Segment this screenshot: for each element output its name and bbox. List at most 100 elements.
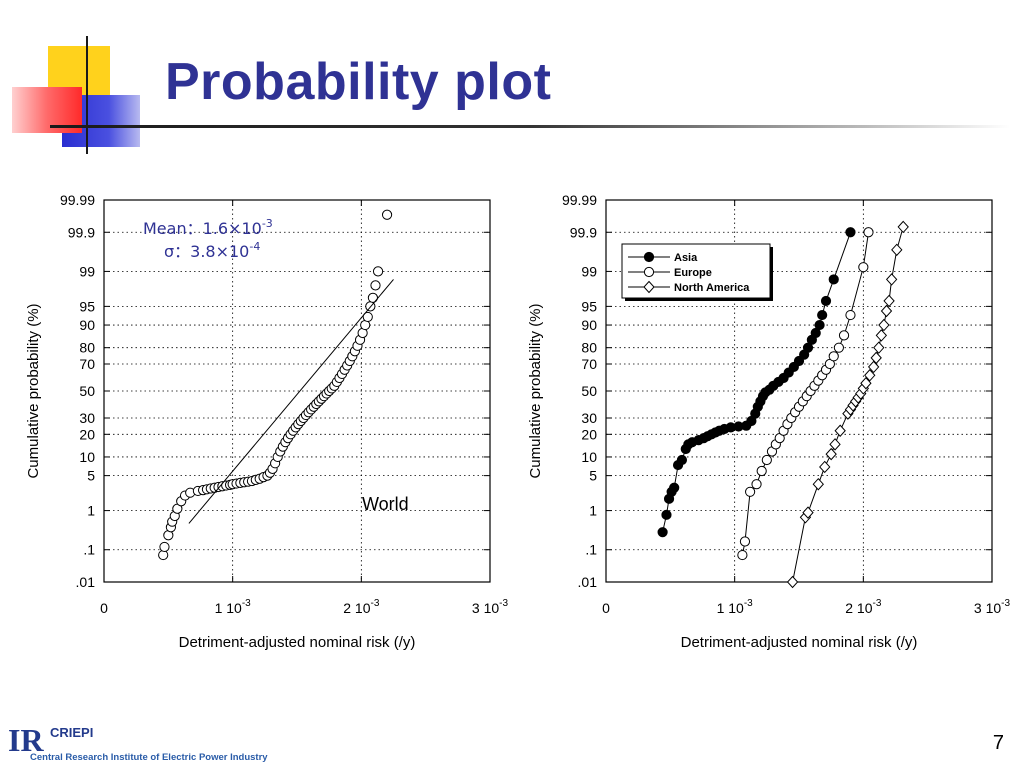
north-america-point bbox=[885, 273, 898, 286]
europe-point bbox=[828, 351, 839, 362]
north-america-point bbox=[880, 304, 893, 318]
north-america-point bbox=[867, 360, 880, 374]
north-america-point bbox=[802, 506, 814, 519]
logo-organization-name: Central Research Institute of Electric P… bbox=[30, 752, 268, 763]
y-tick-label: 90 bbox=[581, 317, 597, 333]
slide-title: Probability plot bbox=[165, 53, 552, 111]
north-america-point bbox=[891, 243, 903, 257]
decor-vertical-line bbox=[86, 36, 88, 154]
series-2-line bbox=[188, 279, 394, 524]
y-tick-label: .1 bbox=[585, 542, 597, 558]
europe-point bbox=[845, 309, 856, 321]
y-tick-label: 5 bbox=[589, 468, 597, 484]
x-tick-label: 1 10-3 bbox=[215, 598, 252, 616]
annotation-sigma: σ：3.8×10-4 bbox=[164, 240, 260, 261]
y-tick-label: 80 bbox=[79, 340, 95, 356]
series-1-point bbox=[159, 541, 170, 553]
europe-point bbox=[756, 465, 767, 477]
legend-marker-europe bbox=[643, 266, 655, 278]
asia-point bbox=[661, 509, 672, 520]
y-tick-label: 95 bbox=[581, 298, 597, 314]
europe-point bbox=[863, 227, 874, 238]
logo-brand: CRIEPI bbox=[50, 725, 94, 740]
y-axis-label: Cumulative probability (%) bbox=[527, 303, 544, 478]
north-america-point bbox=[883, 294, 895, 308]
legend-marker-asia bbox=[643, 251, 655, 263]
legend-label-europe: Europe bbox=[674, 267, 712, 279]
europe-point bbox=[833, 342, 844, 353]
north-america-point bbox=[870, 351, 882, 365]
asia-point bbox=[845, 227, 856, 238]
plot-area bbox=[158, 209, 394, 561]
x-tick-label: 0 bbox=[602, 600, 610, 616]
asia-point bbox=[669, 482, 680, 493]
y-tick-label: 70 bbox=[79, 356, 95, 372]
x-tick-label: 2 10-3 bbox=[343, 598, 380, 616]
north-america-point bbox=[812, 477, 824, 491]
series-1-point bbox=[370, 280, 381, 291]
series-1-point bbox=[381, 209, 393, 220]
logo-mark: IR bbox=[8, 722, 44, 758]
y-tick-label: 99.99 bbox=[562, 192, 597, 208]
y-tick-label: 1 bbox=[87, 503, 95, 519]
x-tick-label: 3 10-3 bbox=[974, 598, 1011, 616]
europe-point bbox=[858, 262, 869, 273]
north-america-point bbox=[825, 447, 837, 461]
x-tick-label: 2 10-3 bbox=[845, 598, 882, 616]
y-axis-label: Cumulative probability (%) bbox=[25, 303, 42, 478]
x-tick-label: 1 10-3 bbox=[717, 598, 754, 616]
europe-point bbox=[739, 536, 751, 547]
series-1-point bbox=[372, 266, 384, 277]
annotation-world: World bbox=[362, 494, 409, 514]
north-america-point bbox=[860, 376, 872, 390]
x-axis-label: Detriment-adjusted nominal risk (/y) bbox=[179, 634, 416, 651]
y-tick-label: 99 bbox=[581, 263, 597, 279]
x-tick-label: 3 10-3 bbox=[472, 598, 509, 616]
north-america-point bbox=[786, 575, 799, 589]
series-1-point bbox=[362, 311, 373, 323]
x-tick-label: 0 bbox=[100, 600, 108, 616]
north-america-point bbox=[829, 438, 841, 451]
north-america-point bbox=[834, 424, 846, 437]
north-america-point bbox=[897, 220, 909, 234]
north-america-point bbox=[875, 329, 888, 342]
north-america-point bbox=[819, 460, 831, 474]
plot-frame bbox=[103, 199, 491, 583]
y-tick-label: 50 bbox=[79, 383, 95, 399]
page-number: 7 bbox=[992, 732, 1004, 754]
y-tick-label: 99.99 bbox=[60, 192, 95, 208]
x-axis-label: Detriment-adjusted nominal risk (/y) bbox=[681, 634, 918, 651]
annotation-mean: Mean：1.6×10-3 bbox=[143, 217, 273, 238]
y-tick-label: 30 bbox=[79, 410, 95, 426]
y-tick-label: 99.9 bbox=[68, 224, 95, 240]
y-tick-label: 20 bbox=[79, 426, 95, 442]
y-tick-label: 99 bbox=[79, 263, 95, 279]
y-tick-label: 20 bbox=[581, 426, 597, 442]
europe-point bbox=[838, 330, 850, 341]
y-tick-label: 99.9 bbox=[570, 224, 597, 240]
y-tick-label: 1 bbox=[589, 503, 597, 519]
asia-point bbox=[657, 527, 668, 538]
y-tick-label: 30 bbox=[581, 410, 597, 426]
legend-label-north-america: North America bbox=[674, 282, 750, 294]
y-tick-label: 70 bbox=[581, 356, 597, 372]
y-tick-label: 95 bbox=[79, 298, 95, 314]
y-tick-label: .01 bbox=[578, 574, 598, 590]
y-tick-label: 90 bbox=[79, 317, 95, 333]
asia-point bbox=[820, 295, 832, 307]
y-tick-label: 50 bbox=[581, 383, 597, 399]
y-tick-label: 10 bbox=[581, 449, 597, 465]
y-tick-label: 10 bbox=[79, 449, 95, 465]
legend-label-asia: Asia bbox=[674, 252, 698, 264]
europe-point bbox=[737, 549, 748, 561]
asia-point bbox=[828, 274, 839, 285]
north-america-point bbox=[878, 318, 890, 332]
europe-point bbox=[751, 479, 762, 490]
europe-point bbox=[761, 454, 772, 466]
y-tick-label: 5 bbox=[87, 468, 95, 484]
y-tick-label: .01 bbox=[76, 574, 96, 590]
europe-point bbox=[745, 486, 756, 497]
